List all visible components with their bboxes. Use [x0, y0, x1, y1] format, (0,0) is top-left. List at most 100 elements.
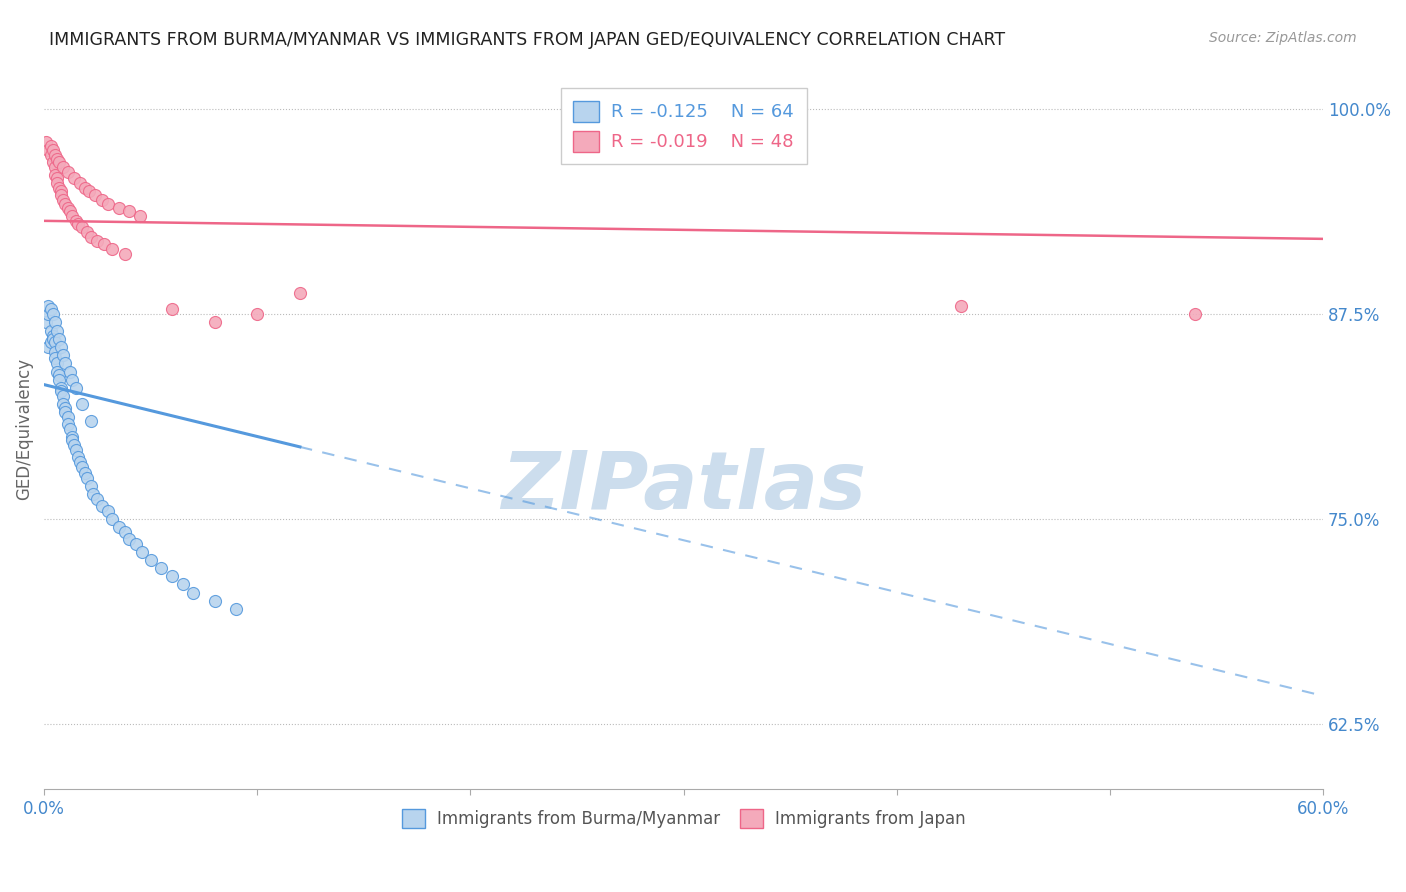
- Point: [51, 187, 73, 202]
- Point: [67, 217, 90, 231]
- Point: [55, 401, 77, 415]
- Point: [60, 430, 83, 444]
- Point: [288, 285, 311, 300]
- Point: [114, 524, 136, 539]
- Text: ZIPatlas: ZIPatlas: [501, 448, 866, 525]
- Point: [52, 193, 75, 207]
- Point: [80, 414, 103, 428]
- Point: [60, 434, 83, 448]
- Point: [45, 365, 67, 379]
- Point: [67, 450, 90, 464]
- Point: [76, 471, 98, 485]
- Point: [37, 299, 59, 313]
- Point: [84, 187, 107, 202]
- Point: [65, 214, 87, 228]
- Point: [35, 135, 58, 149]
- Point: [129, 209, 152, 223]
- Point: [59, 204, 82, 219]
- Point: [60, 209, 83, 223]
- Point: [45, 152, 67, 166]
- Point: [150, 561, 173, 575]
- Point: [59, 422, 82, 436]
- Point: [86, 234, 108, 248]
- Point: [44, 344, 66, 359]
- Point: [63, 171, 86, 186]
- Point: [183, 585, 205, 599]
- Point: [55, 356, 77, 370]
- Point: [51, 381, 73, 395]
- Point: [97, 504, 120, 518]
- Point: [37, 144, 59, 158]
- Point: [41, 154, 63, 169]
- Point: [35, 315, 58, 329]
- Point: [55, 405, 77, 419]
- Point: [107, 201, 129, 215]
- Point: [125, 536, 148, 550]
- Point: [60, 373, 83, 387]
- Point: [41, 328, 63, 343]
- Point: [39, 148, 62, 162]
- Point: [51, 340, 73, 354]
- Point: [73, 466, 96, 480]
- Point: [1184, 307, 1206, 321]
- Point: [45, 176, 67, 190]
- Point: [56, 165, 79, 179]
- Point: [69, 176, 91, 190]
- Point: [52, 160, 75, 174]
- Text: Source: ZipAtlas.com: Source: ZipAtlas.com: [1209, 31, 1357, 45]
- Point: [37, 307, 59, 321]
- Point: [65, 443, 87, 458]
- Point: [97, 197, 120, 211]
- Y-axis label: GED/Equivalency: GED/Equivalency: [15, 358, 32, 500]
- Point: [160, 569, 183, 583]
- Point: [160, 302, 183, 317]
- Point: [949, 299, 972, 313]
- Point: [204, 315, 226, 329]
- Point: [65, 381, 87, 395]
- Point: [77, 185, 100, 199]
- Point: [118, 204, 141, 219]
- Point: [101, 512, 124, 526]
- Point: [45, 356, 67, 370]
- Point: [225, 602, 247, 616]
- Point: [41, 332, 63, 346]
- Point: [76, 225, 98, 239]
- Point: [39, 302, 62, 317]
- Point: [114, 246, 136, 260]
- Point: [73, 181, 96, 195]
- Point: [39, 138, 62, 153]
- Point: [93, 236, 115, 251]
- Point: [90, 499, 112, 513]
- Point: [72, 397, 94, 411]
- Point: [63, 438, 86, 452]
- Point: [246, 307, 269, 321]
- Point: [56, 417, 79, 431]
- Point: [44, 148, 66, 162]
- Point: [41, 144, 63, 158]
- Point: [139, 553, 162, 567]
- Point: [48, 373, 70, 387]
- Point: [101, 242, 124, 256]
- Point: [131, 545, 153, 559]
- Point: [52, 348, 75, 362]
- Point: [72, 220, 94, 235]
- Point: [51, 185, 73, 199]
- Point: [56, 201, 79, 215]
- Point: [39, 324, 62, 338]
- Point: [80, 479, 103, 493]
- Point: [72, 459, 94, 474]
- Point: [172, 577, 194, 591]
- Point: [55, 197, 77, 211]
- Point: [44, 315, 66, 329]
- Point: [48, 181, 70, 195]
- Point: [45, 324, 67, 338]
- Point: [44, 334, 66, 349]
- Point: [69, 455, 91, 469]
- Point: [39, 334, 62, 349]
- Legend: Immigrants from Burma/Myanmar, Immigrants from Japan: Immigrants from Burma/Myanmar, Immigrant…: [395, 803, 972, 835]
- Point: [52, 397, 75, 411]
- Point: [44, 168, 66, 182]
- Point: [80, 230, 103, 244]
- Point: [51, 384, 73, 399]
- Point: [48, 332, 70, 346]
